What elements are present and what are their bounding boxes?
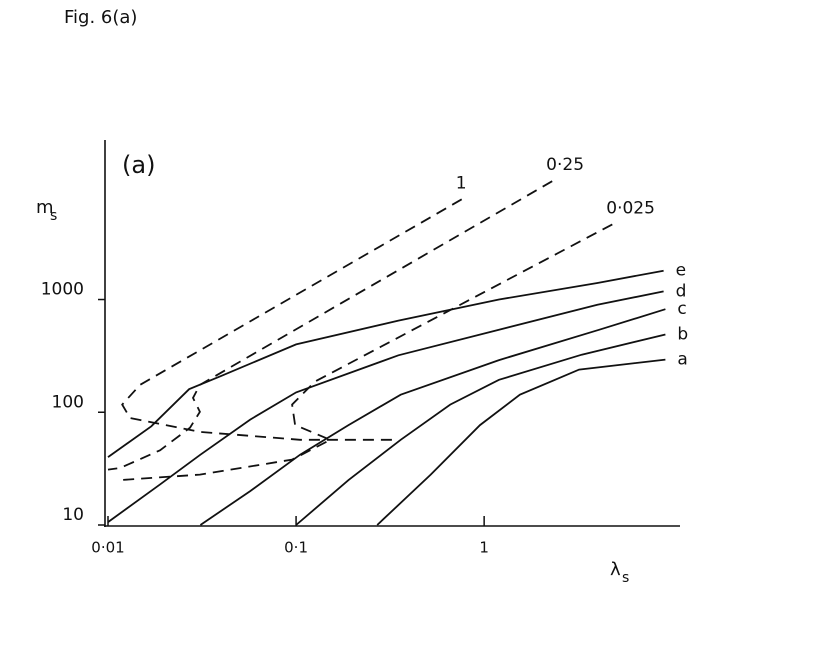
dashed-curve <box>121 198 463 441</box>
solid-curve <box>107 269 664 458</box>
curve-label: b <box>677 325 688 345</box>
curve-label: e <box>676 261 686 281</box>
figure-title: Fig. 6(a) <box>64 7 137 28</box>
solid-curve <box>107 290 664 523</box>
x-tick-label: 1 <box>479 539 489 557</box>
x-tick-label: 0·1 <box>284 539 308 557</box>
x-axis-label-sub: s <box>622 570 629 586</box>
y-axis-label: m <box>36 197 54 218</box>
curve-label: 0·25 <box>546 155 584 175</box>
curve-label: a <box>677 350 687 370</box>
panel-label: (a) <box>122 151 155 179</box>
y-tick-label: 1000 <box>41 280 84 300</box>
y-tick-label: 100 <box>52 392 84 412</box>
y-tick-label: 10 <box>62 505 84 525</box>
curve-label: 0·025 <box>606 198 655 218</box>
dashed-curve <box>120 223 613 481</box>
x-tick-label: 0·01 <box>91 539 124 557</box>
x-axis-label: λ <box>610 559 621 580</box>
curve-label: c <box>677 299 686 319</box>
solid-curve <box>199 308 666 526</box>
dashed-curve <box>107 180 553 471</box>
curve-label: 1 <box>456 173 467 193</box>
solid-curve <box>295 333 666 526</box>
y-axis-label-sub: s <box>50 208 57 224</box>
curve-label: d <box>676 281 687 301</box>
solid-curve <box>376 358 666 526</box>
